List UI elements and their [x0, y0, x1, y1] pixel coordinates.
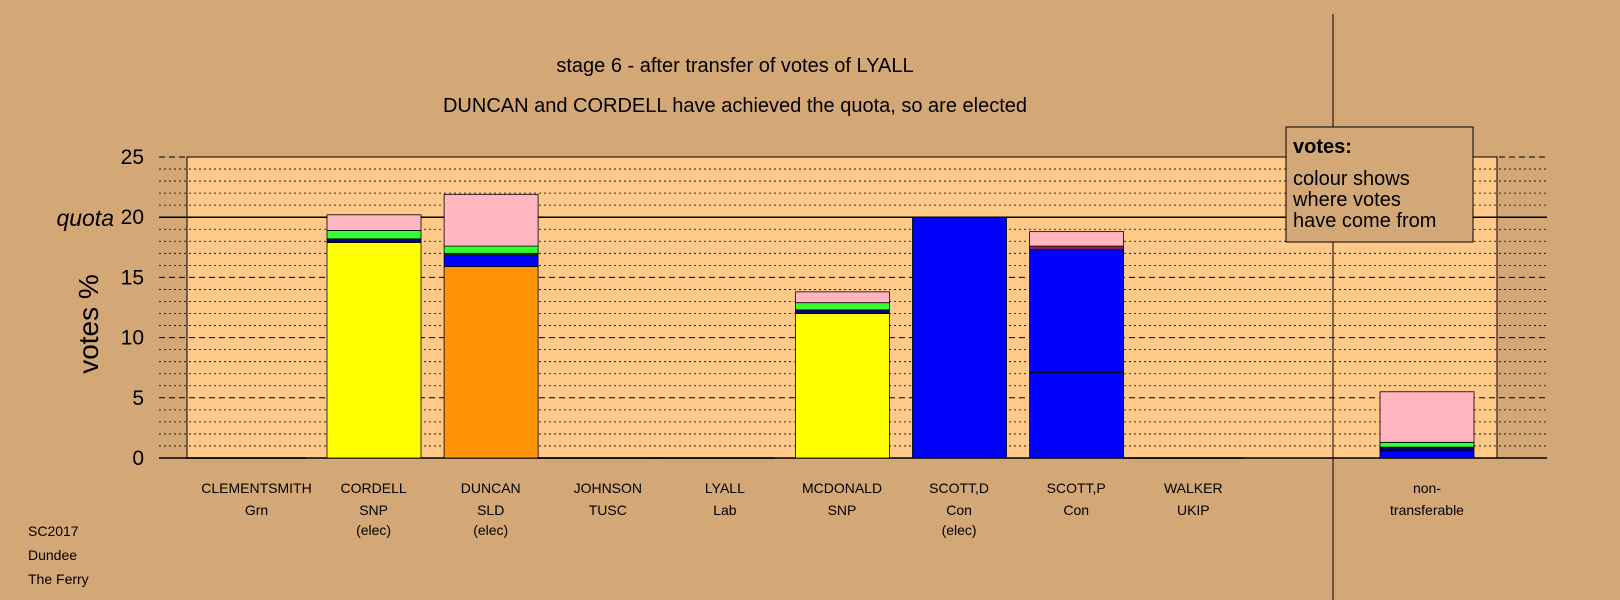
- nontransferable-label-1: non-: [1413, 480, 1441, 496]
- bar-segment: [326, 242, 422, 459]
- bar-segment: [443, 193, 539, 247]
- chart-subtitle: DUNCAN and CORDELL have achieved the quo…: [443, 95, 1027, 117]
- bar-segment: [443, 266, 539, 459]
- bar-segment: [326, 214, 422, 231]
- candidate-party: UKIP: [1177, 502, 1210, 518]
- nontransferable-bar-segment: [1379, 391, 1475, 443]
- footer-election: SC2017: [28, 523, 79, 539]
- candidate-name: SCOTT,D: [929, 480, 989, 496]
- bar-segment: [326, 238, 422, 243]
- candidate-party: Grn: [245, 502, 268, 518]
- candidate-name: JOHNSON: [574, 480, 642, 496]
- candidate-name: DUNCAN: [461, 480, 521, 496]
- candidate-party: SNP: [828, 502, 857, 518]
- legend-box: [1285, 126, 1474, 243]
- bar-segment: [1029, 245, 1124, 251]
- candidate-name: CORDELL: [341, 480, 407, 496]
- bar-segment: [795, 302, 890, 311]
- bar-segment: [326, 230, 422, 240]
- legend: votes: colour shows where votes have com…: [1285, 126, 1474, 243]
- nontransferable-label-2: transferable: [1390, 502, 1464, 518]
- candidate-party: TUSC: [589, 502, 627, 518]
- candidate-party: SLD: [477, 502, 504, 518]
- candidate-name: SCOTT,P: [1047, 480, 1106, 496]
- candidate-party: Con: [1063, 502, 1089, 518]
- legend-heading: votes:: [1293, 136, 1352, 158]
- candidate-name: LYALL: [705, 480, 745, 496]
- footer-ward: The Ferry: [28, 571, 89, 587]
- bar-segment: [1029, 231, 1124, 247]
- y-tick-label: 15: [121, 266, 144, 289]
- bar-segment: [795, 291, 890, 304]
- bar-segment: [1029, 372, 1124, 459]
- candidate-labels: CLEMENTSMITH Grn CORDELL SNP (elec) DUNCAN SLD…: [201, 480, 1464, 538]
- quota-label: quota: [56, 205, 114, 231]
- y-tick-label: 25: [121, 146, 144, 169]
- legend-line-1: colour shows: [1293, 168, 1410, 190]
- bar-segment: [443, 245, 539, 254]
- y-tick-label: 0: [132, 447, 144, 470]
- nontransferable-bar-segment: [1379, 450, 1475, 459]
- footer-council: Dundee: [28, 547, 77, 563]
- y-axis-label: votes %: [73, 274, 104, 374]
- bars: [186, 193, 1475, 459]
- bar-segment: [912, 216, 1007, 459]
- y-tick-labels: 0 5 10 15 20 25: [121, 146, 144, 470]
- candidate-party: SNP: [359, 502, 388, 518]
- candidate-status: (elec): [356, 522, 391, 538]
- y-tick-label: 20: [121, 206, 144, 229]
- candidate-name: CLEMENTSMITH: [201, 480, 311, 496]
- bar-segment: [443, 254, 539, 267]
- candidate-party: Con: [946, 502, 972, 518]
- bar-segment: [795, 313, 890, 459]
- nontransferable-bar-segment: [1379, 446, 1475, 452]
- candidate-party: Lab: [713, 502, 737, 518]
- chart-title: stage 6 - after transfer of votes of LYA…: [556, 55, 913, 77]
- bar-segment: [795, 309, 890, 314]
- y-tick-label: 5: [132, 387, 144, 410]
- candidate-name: MCDONALD: [802, 480, 882, 496]
- legend-line-2: where votes: [1292, 189, 1401, 211]
- candidate-status: (elec): [942, 522, 977, 538]
- nontransferable-bar-segment: [1379, 441, 1475, 448]
- y-tick-label: 10: [121, 327, 144, 350]
- bar-segment: [1029, 249, 1124, 373]
- candidate-status: (elec): [473, 522, 508, 538]
- candidate-name: WALKER: [1164, 480, 1223, 496]
- legend-line-3: have come from: [1293, 210, 1436, 232]
